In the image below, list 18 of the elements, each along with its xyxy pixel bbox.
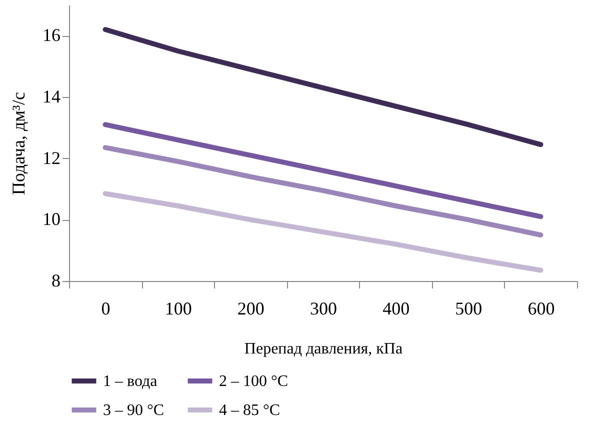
- x-tick-label: 100: [164, 298, 192, 318]
- x-tick-label: 200: [237, 298, 264, 318]
- x-tick-label: 500: [455, 298, 482, 318]
- y-tick-label: 8: [52, 270, 60, 290]
- x-tick-label: 600: [528, 298, 555, 318]
- y-tick-label: 16: [42, 25, 60, 46]
- legend-label: 3 – 90 °C: [103, 402, 164, 419]
- y-axis-title: Подача, дм³/с: [8, 92, 28, 195]
- y-tick-label: 14: [42, 86, 60, 106]
- legend-label: 4 – 85 °C: [219, 402, 280, 419]
- y-tick-label: 12: [42, 148, 60, 168]
- x-tick-label: 300: [310, 298, 337, 318]
- legend-label: 2 – 100 °C: [219, 373, 288, 390]
- x-tick-label: 400: [382, 298, 410, 318]
- legend-label: 1 – вода: [103, 373, 158, 390]
- x-axis-title: Перепад давления, кПа: [244, 340, 403, 358]
- x-tick-label: 0: [101, 298, 110, 318]
- y-tick-label: 10: [42, 209, 60, 230]
